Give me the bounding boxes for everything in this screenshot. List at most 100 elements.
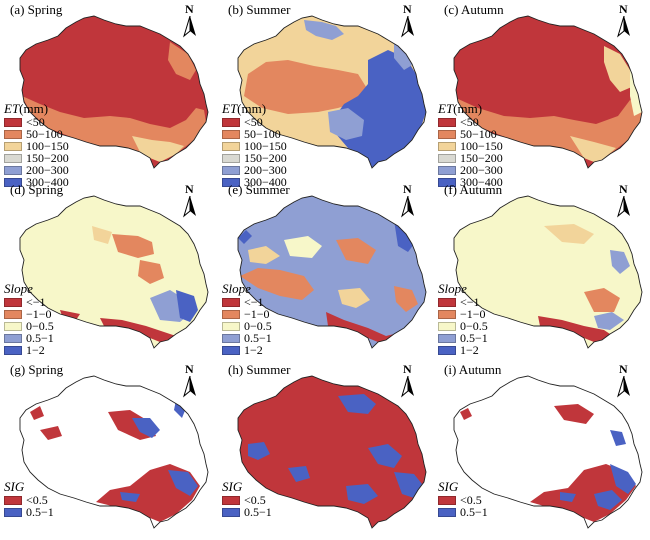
map-region-d-6 <box>100 318 176 342</box>
north-arrow-icon: N <box>180 182 202 218</box>
legend-slope: Slope <−1 −1−0 0−0.5 0.5−1 1−2 <box>222 282 272 356</box>
map-region-c-3 <box>570 136 616 162</box>
map-region-h-5 <box>346 484 378 504</box>
legend-swatch <box>222 129 240 139</box>
north-label: N <box>185 362 194 376</box>
legend-item: 0.5−1 <box>4 504 54 519</box>
plateau-boundary <box>19 195 209 349</box>
legend-swatch <box>4 345 22 355</box>
legend-label: <−1 <box>26 294 46 309</box>
legend-swatch <box>222 333 240 343</box>
legend-item: <−1 <box>4 294 54 309</box>
legend-item: 0.5−1 <box>438 331 488 344</box>
legend-item: 1−2 <box>438 342 488 357</box>
legend-label: 1−2 <box>460 342 479 357</box>
legend-swatch <box>438 507 456 517</box>
legend-swatch <box>4 129 22 139</box>
legend-swatch <box>438 129 456 139</box>
plateau-boundary <box>237 375 427 529</box>
legend-label: <−1 <box>244 294 264 309</box>
legend-swatch <box>438 345 456 355</box>
map-region-i-7 <box>610 430 626 446</box>
map-region-h-0 <box>238 376 426 528</box>
panel-title: (c) Autumn <box>444 2 504 17</box>
legend-swatch <box>222 345 240 355</box>
panel-c-autumn-et: (c) Autumn N ET(mm) <50 50−100 100−150 150−200… <box>434 0 650 188</box>
legend-swatch <box>4 297 22 307</box>
panel-title: (g) Spring <box>10 362 64 377</box>
north-label: N <box>403 362 412 376</box>
legend-swatch <box>4 177 22 187</box>
legend-swatch <box>222 321 240 331</box>
map-region-h-4 <box>248 442 270 460</box>
legend-swatch <box>438 297 456 307</box>
legend-label: <50 <box>244 114 263 129</box>
map-region-h-2 <box>368 444 402 468</box>
legend-label: −1−0 <box>26 306 52 321</box>
legend-swatch <box>438 117 456 127</box>
legend-swatch <box>438 309 456 319</box>
legend-item: 300−400 <box>438 175 503 188</box>
legend-sig: SIG <0.5 0.5−1 <box>4 480 54 518</box>
panel-title: (d) Spring <box>10 182 64 197</box>
north-label: N <box>403 2 412 16</box>
legend-label: −1−0 <box>460 306 486 321</box>
map-region-e-9 <box>338 288 370 308</box>
north-label: N <box>619 182 628 196</box>
map-f <box>453 195 643 349</box>
plateau-boundary <box>19 375 209 529</box>
map-region-c-2 <box>604 46 634 92</box>
legend-label: 0−0.5 <box>26 318 54 333</box>
legend-item: 200−300 <box>438 163 503 176</box>
legend-sig: SIG <0.5 0.5−1 <box>438 480 488 518</box>
map-region-b-3 <box>334 50 426 168</box>
map-region-e-0 <box>238 196 426 348</box>
map-region-b-1 <box>244 60 368 114</box>
panel-title: (e) Summer <box>228 182 290 197</box>
map-region-d-1 <box>112 234 154 258</box>
plateau-boundary <box>453 375 643 529</box>
legend-item: <−1 <box>222 294 272 309</box>
legend-swatch <box>222 165 240 175</box>
plateau-boundary <box>237 15 427 169</box>
legend-item: 50−100 <box>4 127 69 140</box>
legend-title: ET(mm) <box>438 101 483 116</box>
legend-label: <0.5 <box>460 492 482 507</box>
map-region-f-4 <box>594 312 624 330</box>
legend-item: <50 <box>438 115 503 128</box>
map-region-h-6 <box>288 466 310 482</box>
map-region-h-1 <box>338 394 376 414</box>
legend-label: 0.5−1 <box>26 504 54 519</box>
panel-title: (a) Spring <box>10 2 63 17</box>
legend-label: <0.5 <box>244 492 266 507</box>
legend-label: 150−200 <box>244 150 287 165</box>
map-d <box>19 195 209 349</box>
legend-title: Slope <box>4 281 33 296</box>
north-arrow-icon: N <box>398 2 420 38</box>
panel-e-summer-slope: (e) Summer N Slope <−1 −1−0 0−0.5 0.5−1 1−2 <box>218 180 434 360</box>
map-region-h-3 <box>394 472 422 498</box>
map-region-g-7 <box>30 406 44 420</box>
legend-swatch <box>4 495 22 505</box>
north-arrow-icon: N <box>398 182 420 218</box>
legend-label: 300−400 <box>244 174 287 189</box>
legend-item: 0−0.5 <box>4 318 54 333</box>
legend-swatch <box>222 117 240 127</box>
map-region-b-4 <box>328 108 364 140</box>
north-arrow-icon: N <box>180 2 202 38</box>
legend-label: <50 <box>26 114 45 129</box>
legend-et: ET(mm) <50 50−100 100−150 150−200 200−300 300−… <box>222 102 287 188</box>
map-region-f-3 <box>584 288 620 312</box>
legend-swatch <box>438 165 456 175</box>
legend-et: ET(mm) <50 50−100 100−150 150−200 200−300 300−… <box>4 102 69 188</box>
map-region-g-3 <box>40 426 62 440</box>
legend-title: ET(mm) <box>222 101 267 116</box>
legend-swatch <box>4 333 22 343</box>
map-g <box>19 375 209 529</box>
north-arrow-icon: N <box>614 362 636 398</box>
map-i <box>453 375 643 529</box>
legend-label: 50−100 <box>244 126 281 141</box>
map-h <box>237 375 427 529</box>
map-region-g-5 <box>168 470 198 496</box>
legend-item: 300−400 <box>4 175 69 188</box>
